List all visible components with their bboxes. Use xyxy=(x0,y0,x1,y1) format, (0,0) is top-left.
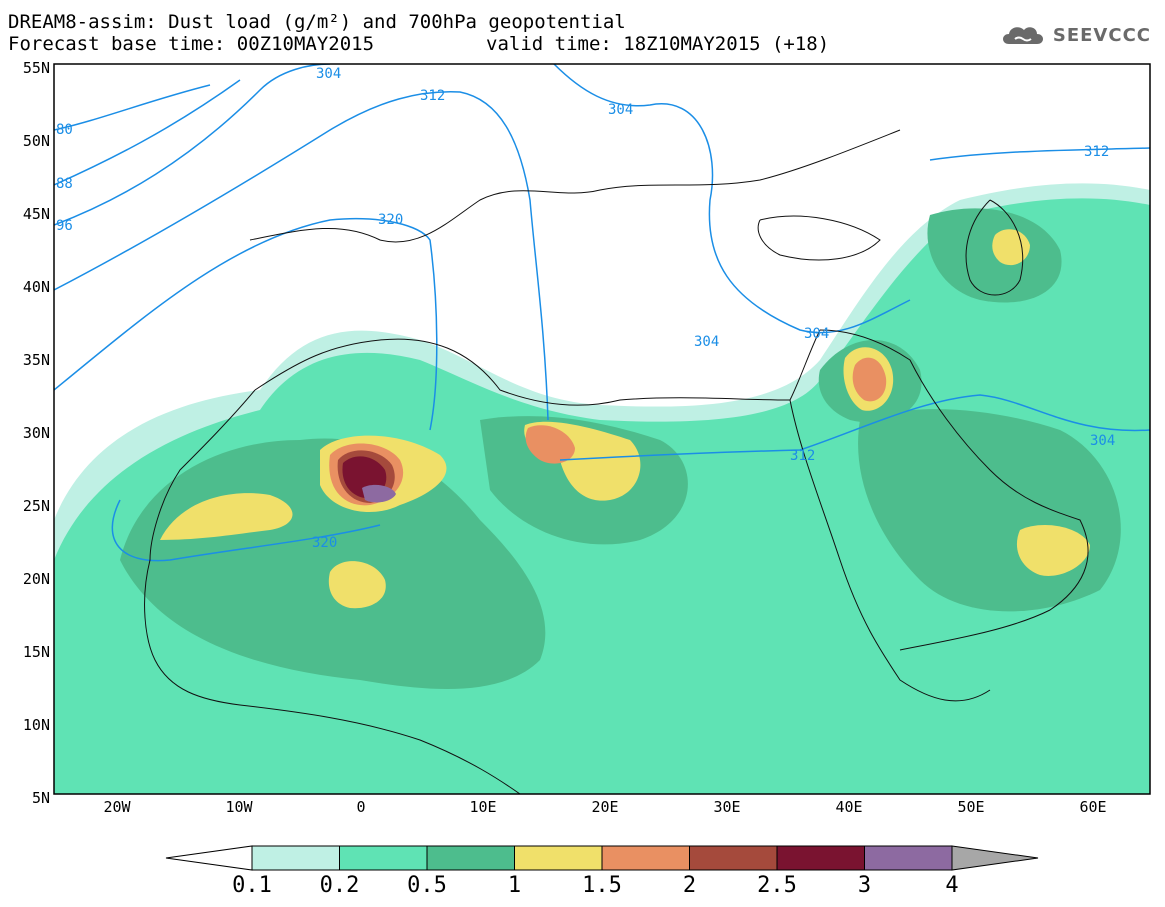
lon-tick-label: 50E xyxy=(957,798,984,816)
lon-tick-label: 10E xyxy=(469,798,496,816)
colorbar-swatch xyxy=(251,845,340,871)
contour-line xyxy=(54,91,549,421)
lat-tick-label: 5N xyxy=(32,789,50,807)
colorbar-swatch xyxy=(514,845,603,871)
lat-tick-label: 30N xyxy=(23,424,50,442)
forecast-base-time: Forecast base time: 00Z10MAY2015 xyxy=(8,33,375,55)
lat-tick-label: 15N xyxy=(23,643,50,661)
colorbar-label: 1.5 xyxy=(582,873,622,898)
coastline-caspian xyxy=(965,199,1024,296)
colorbar: 0.1 0.2 0.5 1 1.5 2 2.5 3 4 xyxy=(165,845,1039,898)
geopotential-contours xyxy=(54,64,1150,562)
lon-tick-label: 20E xyxy=(591,798,618,816)
lon-tick-label: 30E xyxy=(713,798,740,816)
contour-line xyxy=(54,64,331,226)
lon-tick-label: 10W xyxy=(225,798,253,816)
coastlines xyxy=(144,129,1089,794)
contour-label: 320 xyxy=(312,535,337,551)
contour-line xyxy=(54,217,438,431)
latitude-axis: 55N 50N 45N 40N 35N 30N 25N 20N 15N 10N 5N xyxy=(23,59,50,807)
dust-field-purple xyxy=(362,484,396,503)
lat-tick-label: 35N xyxy=(23,351,50,369)
contour-line xyxy=(553,64,911,334)
dust-field-orange-libya xyxy=(525,425,575,464)
dust-field-darkgreen-caspian xyxy=(927,208,1062,303)
colorbar-swatch xyxy=(689,845,778,871)
coastline-westafrica xyxy=(144,389,521,794)
dust-field-yellow-mauritania xyxy=(160,493,293,540)
coastline-nafrica xyxy=(254,329,821,406)
contour-labels: 304 312 304 80 88 96 320 312 304 304 304… xyxy=(56,66,1115,551)
contour-line xyxy=(54,84,211,131)
colorbar-swatch xyxy=(601,845,690,871)
lon-tick-label: 0 xyxy=(356,798,365,816)
colorbar-label: 4 xyxy=(945,873,958,898)
colorbar-under-arrow xyxy=(165,845,253,871)
lon-tick-label: 40E xyxy=(835,798,862,816)
lon-tick-label: 60E xyxy=(1079,798,1106,816)
lat-tick-label: 10N xyxy=(23,716,50,734)
lat-tick-label: 55N xyxy=(23,59,50,77)
contour-line xyxy=(559,394,1150,461)
contour-label: 304 xyxy=(316,66,341,82)
contour-label: 88 xyxy=(56,176,73,192)
contour-label: 312 xyxy=(790,448,815,464)
contour-line xyxy=(54,79,241,186)
coastline-redsea xyxy=(789,399,991,702)
cloud-icon xyxy=(1002,27,1043,44)
contour-label: 320 xyxy=(378,212,403,228)
colorbar-label: 0.2 xyxy=(320,873,360,898)
contour-label: 312 xyxy=(1084,144,1109,160)
lat-tick-label: 40N xyxy=(23,278,50,296)
contour-label: 96 xyxy=(56,218,73,234)
coastline-blacksea xyxy=(757,215,881,261)
longitude-axis: 20W 10W 0 10E 20E 30E 40E 50E 60E xyxy=(103,798,1106,816)
logo-text: SEEVCCC xyxy=(1052,24,1151,46)
colorbar-over-arrow xyxy=(951,845,1039,871)
lat-tick-label: 25N xyxy=(23,497,50,515)
dust-fields xyxy=(54,64,1150,794)
dust-field-yellow-oman xyxy=(1016,525,1090,576)
colorbar-label: 1 xyxy=(508,873,521,898)
map-frame xyxy=(53,63,1151,795)
lat-tick-label: 45N xyxy=(23,205,50,223)
dust-field-yellow-caspian xyxy=(992,229,1030,266)
contour-label: 304 xyxy=(608,102,633,118)
colorbar-label: 2 xyxy=(683,873,696,898)
colorbar-swatch xyxy=(339,845,428,871)
colorbar-label: 3 xyxy=(858,873,871,898)
valid-time: valid time: 18Z10MAY2015 (+18) xyxy=(486,33,830,55)
contour-label: 304 xyxy=(804,326,829,342)
dust-field-orange-iraq xyxy=(852,357,887,402)
lat-tick-label: 20N xyxy=(23,570,50,588)
coastline-europe xyxy=(249,129,901,243)
colorbar-label: 0.1 xyxy=(232,873,272,898)
contour-label: 312 xyxy=(420,88,445,104)
colorbar-swatch xyxy=(426,845,515,871)
seevccc-logo: SEEVCCC xyxy=(999,22,1151,48)
contour-label: 80 xyxy=(56,122,73,138)
dust-field-yellow-niger xyxy=(328,561,386,609)
lat-tick-label: 50N xyxy=(23,132,50,150)
coastline-arabia xyxy=(819,329,1089,651)
contour-line xyxy=(929,147,1150,161)
colorbar-swatch xyxy=(776,845,865,871)
colorbar-label: 2.5 xyxy=(757,873,797,898)
colorbar-label: 0.5 xyxy=(407,873,447,898)
colorbar-swatch xyxy=(864,845,953,871)
lon-tick-label: 20W xyxy=(103,798,131,816)
contour-label: 304 xyxy=(1090,433,1115,449)
contour-line xyxy=(111,499,381,562)
map-title: DREAM8-assim: Dust load (g/m²) and 700hP… xyxy=(8,11,626,33)
contour-label: 304 xyxy=(694,334,719,350)
